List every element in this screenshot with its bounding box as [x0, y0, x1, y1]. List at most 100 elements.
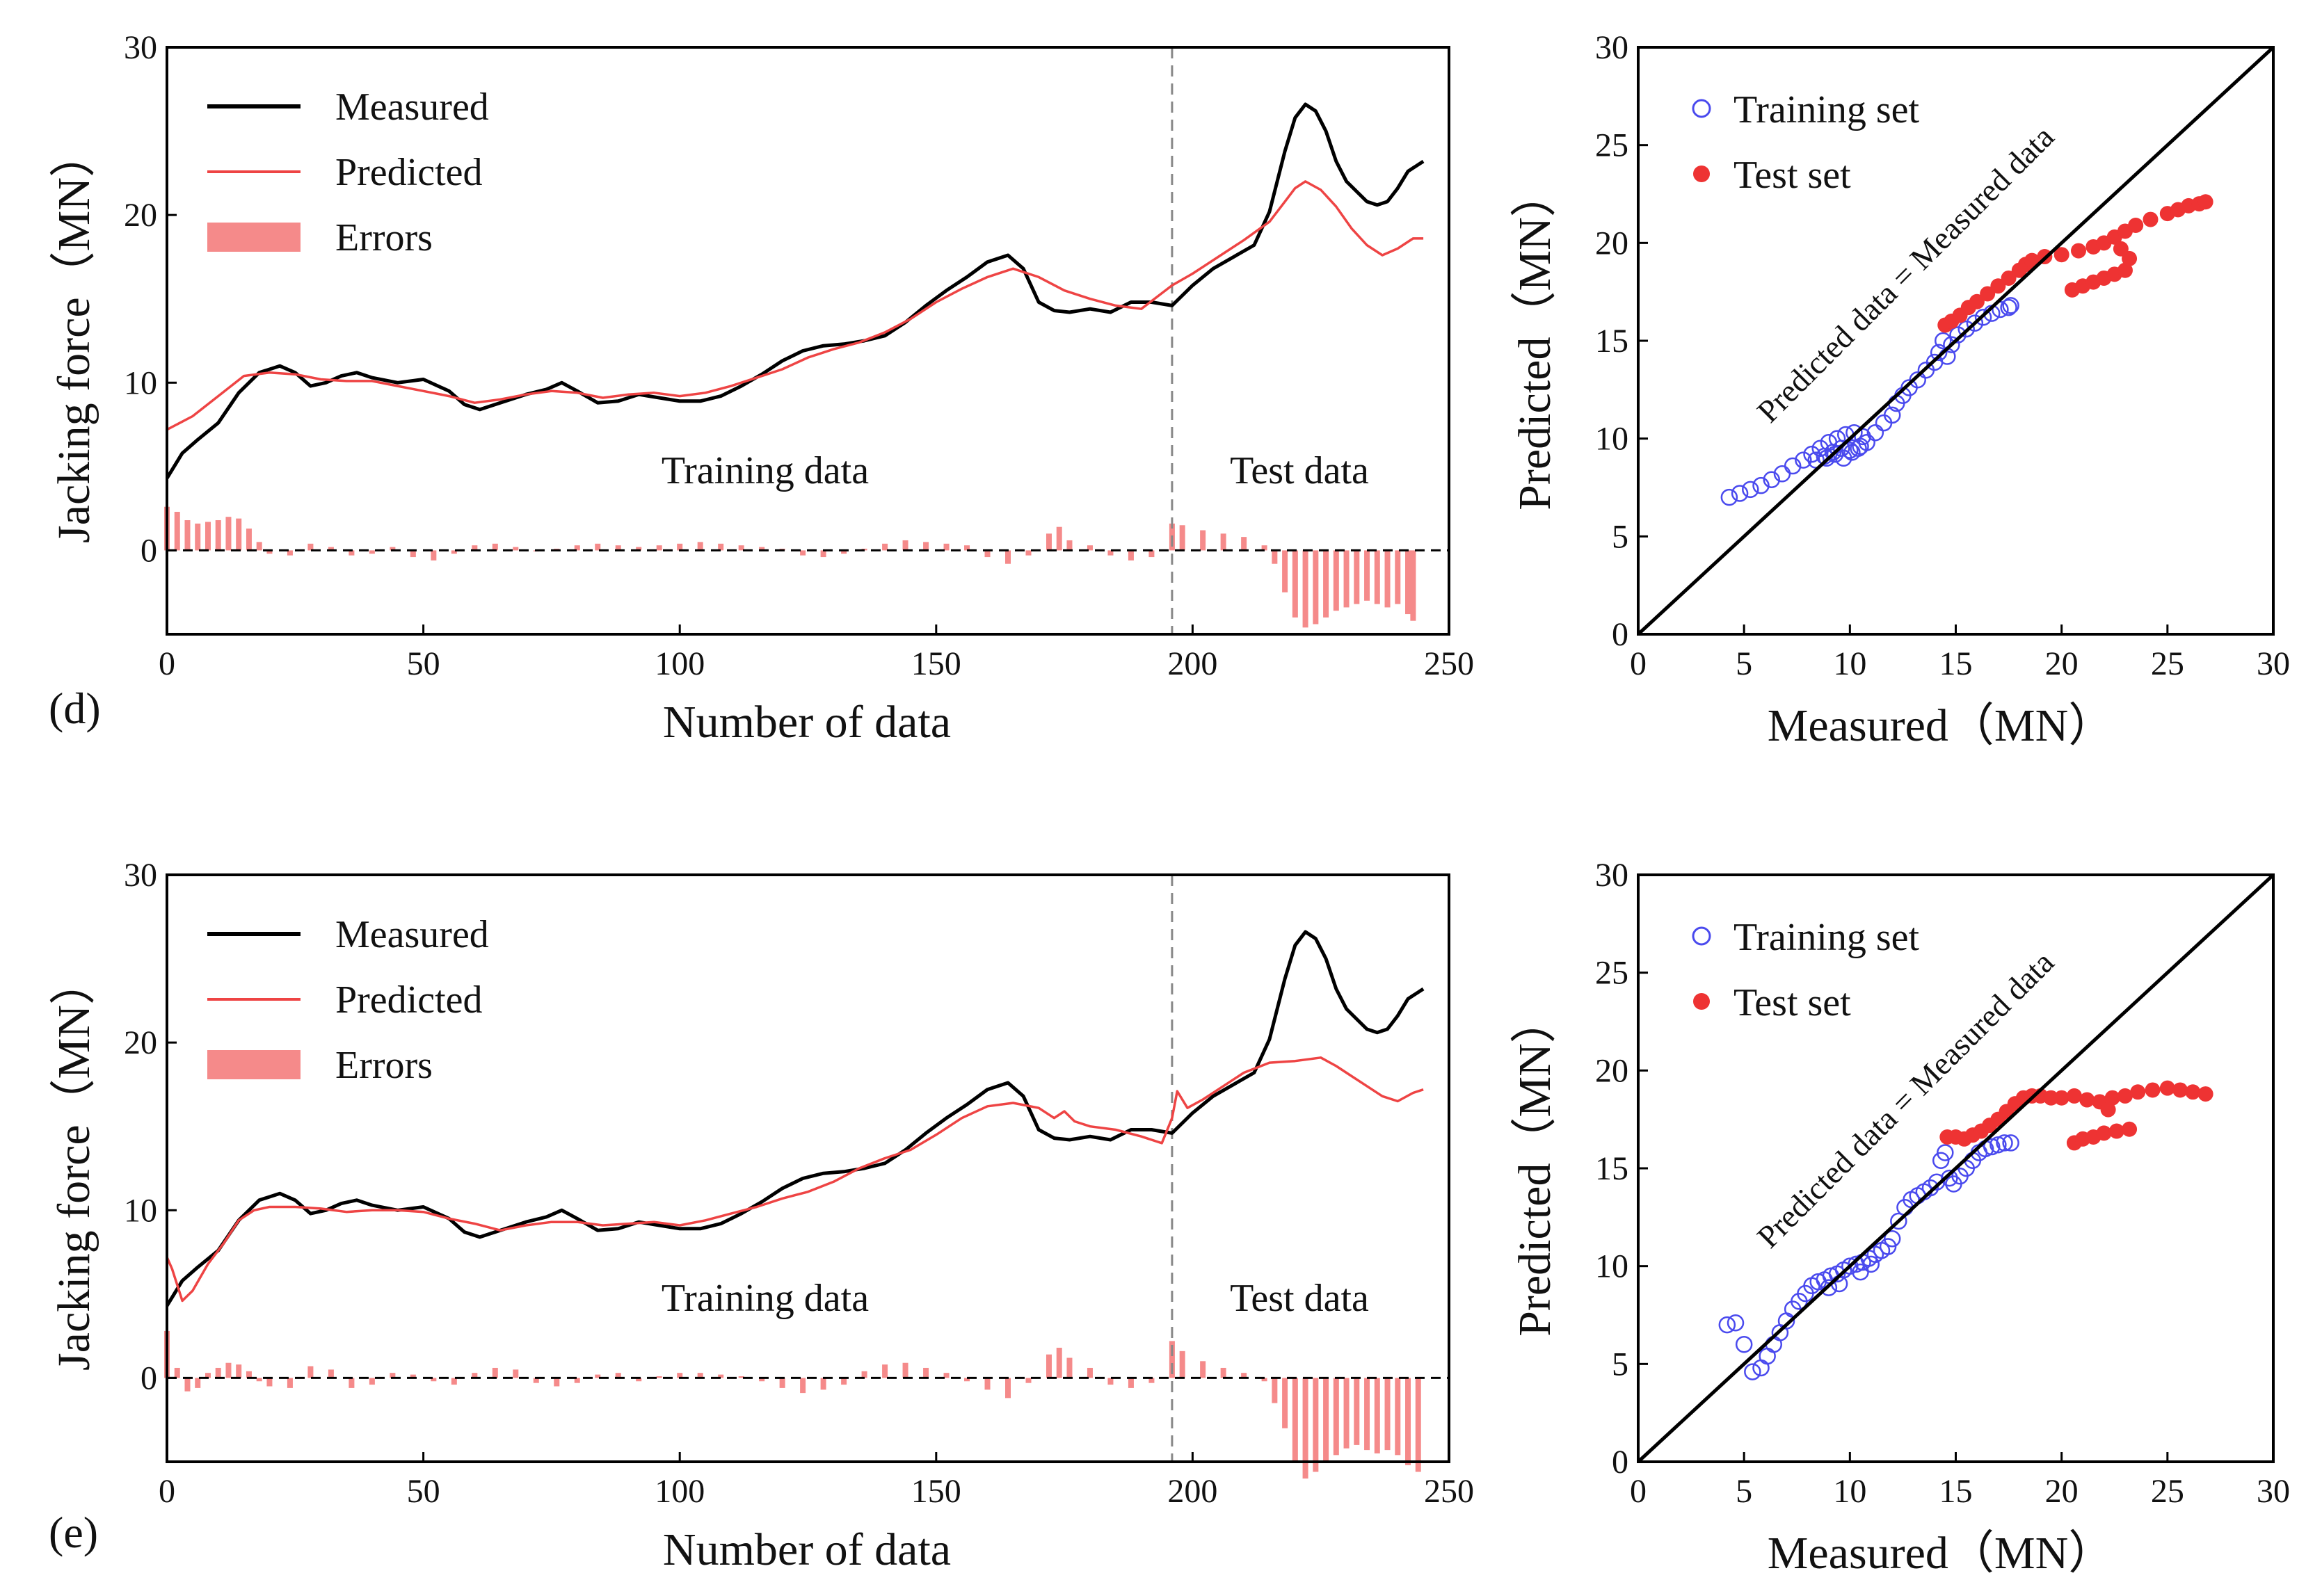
error-bar — [390, 1373, 396, 1378]
error-bar — [574, 1378, 580, 1383]
x-tick-label: 0 — [159, 1473, 175, 1510]
legend: Training set Test set — [1692, 88, 1920, 197]
training-point — [1957, 320, 1975, 338]
error-bar — [431, 550, 437, 561]
x-tick-label: 0 — [159, 645, 175, 682]
y-tick-label: 0 — [1612, 616, 1628, 653]
panel-label-e: (e) — [49, 1508, 98, 1557]
error-bar — [902, 1362, 908, 1378]
error-bar — [349, 550, 355, 556]
test-point — [2024, 252, 2040, 268]
error-bar — [287, 550, 293, 556]
error-bar — [307, 543, 314, 551]
error-bar — [451, 550, 457, 554]
error-bar — [1200, 530, 1206, 551]
error-bar — [964, 545, 970, 551]
legend-training-label: Training set — [1734, 88, 1920, 131]
x-tick-label: 10 — [1833, 1473, 1866, 1510]
training-point — [1752, 1359, 1770, 1377]
y-tick-label: 25 — [1595, 955, 1628, 992]
error-bar — [1107, 550, 1114, 556]
error-bar — [1302, 550, 1308, 628]
training-point — [1852, 437, 1869, 456]
x-axis-title: Number of data — [663, 697, 951, 748]
x-tick-label: 20 — [2045, 1473, 2079, 1510]
x-tick-label: 200 — [1167, 1473, 1217, 1510]
error-bar — [820, 550, 826, 558]
plot-area — [1637, 873, 2275, 1463]
error-bar — [1343, 1378, 1350, 1449]
training-point — [1834, 449, 1852, 467]
training-data-annotation: Training data — [662, 449, 869, 492]
legend-errors-swatch — [207, 223, 301, 252]
test-point — [2071, 243, 2087, 259]
x-tick-label: 50 — [407, 645, 440, 682]
test-point — [2197, 1086, 2213, 1102]
training-point — [1744, 1363, 1761, 1380]
error-bar — [615, 545, 621, 551]
error-bar — [1410, 550, 1416, 621]
y-tick-label: 10 — [1595, 1248, 1628, 1285]
y-tick-label: 5 — [1612, 1346, 1628, 1383]
error-bar — [205, 522, 211, 551]
error-bar — [656, 1376, 662, 1378]
training-point — [1879, 1238, 1897, 1255]
error-bar — [1354, 1378, 1360, 1445]
test-point — [2113, 241, 2129, 257]
error-bar — [1374, 550, 1380, 604]
x-tick-label: 50 — [407, 1473, 440, 1510]
error-bar — [1241, 537, 1247, 551]
training-point — [1983, 1138, 2001, 1156]
error-bar — [1066, 540, 1073, 551]
legend: Training set Test set — [1692, 916, 1920, 1024]
x-tick-label: 250 — [1424, 645, 1474, 682]
error-bar — [697, 1373, 703, 1378]
error-bar — [923, 542, 929, 551]
error-bar — [1323, 550, 1329, 618]
y-tick-label: 10 — [124, 364, 157, 401]
error-bar — [195, 523, 201, 551]
error-bar — [738, 545, 744, 551]
x-tick-label: 10 — [1833, 645, 1866, 682]
error-bar — [1292, 550, 1298, 618]
predicted-line — [166, 180, 1424, 431]
error-bar — [431, 1378, 437, 1382]
identity-diagonal-line — [1637, 873, 2275, 1463]
x-axis-title: Measured（MN） — [1768, 1528, 2115, 1579]
error-bar — [943, 543, 950, 551]
legend-test-marker — [1693, 166, 1710, 182]
training-point — [1735, 1335, 1753, 1353]
test-point — [2159, 1080, 2175, 1096]
error-bar — [943, 1373, 950, 1378]
error-bar — [390, 547, 396, 551]
error-bar — [1107, 1378, 1114, 1385]
error-bar — [861, 1371, 867, 1378]
x-tick-label: 30 — [2257, 645, 2290, 682]
error-bar — [513, 1369, 519, 1378]
training-point — [1941, 1169, 1958, 1187]
training-point — [1934, 332, 1952, 350]
panel-d-series-chart: (d) Number of data Jacking force（MN） Tra… — [49, 29, 1474, 748]
x-tick-label: 100 — [655, 645, 705, 682]
error-bar — [984, 550, 991, 558]
error-bar — [174, 1367, 180, 1378]
x-tick-label: 15 — [1939, 645, 1973, 682]
training-point — [1820, 1279, 1838, 1296]
error-bar — [215, 1367, 221, 1378]
y-tick-label: 10 — [124, 1192, 157, 1229]
identity-diagonal-line — [1637, 46, 2275, 636]
error-bar — [472, 1373, 478, 1378]
error-bar — [1354, 550, 1360, 604]
error-bar — [820, 1378, 826, 1390]
error-bar — [1282, 1378, 1288, 1428]
error-bar — [1148, 550, 1155, 558]
error-bar — [759, 547, 765, 551]
y-axis-title: Predicted（MN） — [1510, 171, 1560, 510]
error-bar — [1179, 1351, 1185, 1378]
error-bar — [1405, 1378, 1411, 1465]
training-point — [1883, 406, 1901, 424]
error-bar — [1169, 1341, 1175, 1378]
plot-frame — [1637, 46, 2275, 636]
panel-e-scatter-chart: Measured（MN） Predicted（MN） Predicted dat… — [1510, 857, 2290, 1579]
error-bar — [595, 543, 601, 551]
